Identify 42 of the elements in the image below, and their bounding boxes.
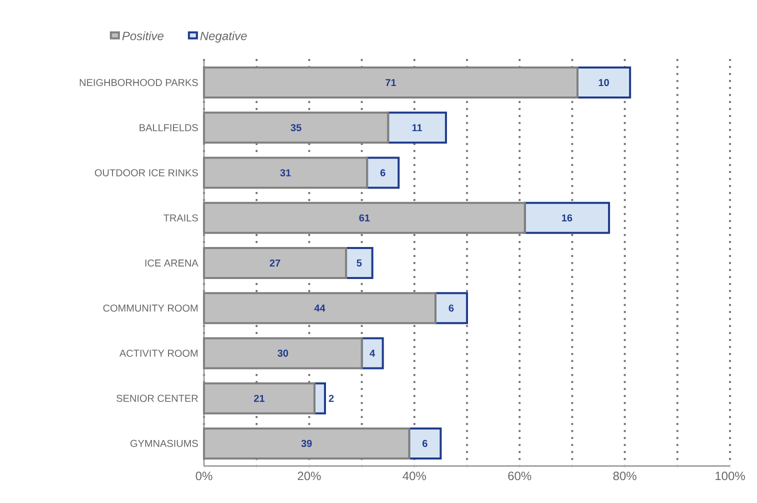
bar [366,156,400,189]
x-tick-label: 40% [402,472,426,480]
data-label: 30 [278,350,288,357]
data-label: 16 [562,214,572,222]
y-tick-label: ACTIVITY ROOM [119,350,198,357]
data-label: 10 [598,79,609,86]
y-tick-label: NEIGHBORHOOD PARKS [80,79,198,86]
y-tick-label: BALLFIELDS [140,124,198,132]
y-tick-label: COMMUNITY ROOM [103,304,198,312]
data-label: 11 [412,124,422,132]
bar [408,427,442,460]
x-tick-label: 0% [196,472,212,480]
y-tick-label: TRAILS [164,214,198,222]
y-tick-label: GYMNASIUMS [130,440,198,447]
data-label: 27 [270,260,280,266]
data-label: 31 [280,169,291,176]
bar [434,292,468,324]
x-tick-label: 20% [298,472,321,480]
data-label: 21 [254,394,265,402]
bar [576,66,632,99]
data-label: 6 [422,440,428,447]
legend-label: Positive [122,31,164,40]
y-tick-label: SENIOR CENTER [116,394,198,402]
x-tick-label: 100% [716,472,745,480]
x-tick-label: 80% [613,472,636,480]
data-label: 4 [370,350,376,357]
data-label: 61 [359,214,370,222]
data-label: 6 [448,304,454,312]
data-label: 5 [356,260,362,266]
bar [524,202,610,234]
bar [387,112,447,144]
legend-label: Negative [200,31,247,43]
data-label: 6 [380,169,386,176]
data-label: 35 [290,124,302,132]
data-label: 71 [386,79,396,86]
bar [345,247,374,280]
data-label: 39 [301,440,312,447]
y-tick-label: OUTDOOR ICE RINKS [94,169,198,176]
data-label: 44 [314,304,326,312]
y-tick-label: ICE ARENA [145,259,198,267]
data-label: 2 [328,394,334,402]
x-tick-label: 60% [508,472,532,480]
